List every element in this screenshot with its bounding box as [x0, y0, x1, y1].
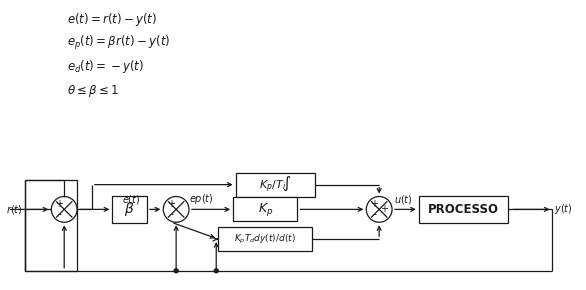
Bar [218, 227, 312, 251]
Bar [233, 197, 298, 221]
Text: PROCESSO: PROCESSO [428, 203, 499, 216]
Text: $\beta$: $\beta$ [124, 200, 135, 218]
Bar [25, 180, 77, 271]
Text: $y(t)$: $y(t)$ [554, 202, 573, 216]
Text: +: + [380, 204, 388, 214]
Text: $e(t) = r(t) - y(t)$: $e(t) = r(t) - y(t)$ [67, 11, 158, 28]
Text: -: - [57, 209, 62, 219]
Text: $\theta \leq \beta \leq 1$: $\theta \leq \beta \leq 1$ [67, 83, 119, 99]
Text: $r(t)$: $r(t)$ [6, 203, 22, 216]
Text: $ep(t)$: $ep(t)$ [189, 192, 214, 206]
Circle shape [174, 269, 178, 273]
Text: $e(t)$: $e(t)$ [122, 193, 140, 206]
Text: +: + [167, 200, 175, 209]
Text: -: - [169, 209, 173, 219]
Text: $K_pT_d dy(t)/d(t)$: $K_pT_d dy(t)/d(t)$ [234, 233, 297, 246]
Text: $K_p$: $K_p$ [258, 201, 273, 218]
Text: $u(t)$: $u(t)$ [394, 193, 413, 206]
Circle shape [163, 197, 189, 222]
Bar [113, 195, 147, 223]
Text: -: - [372, 209, 376, 219]
Bar [419, 195, 508, 223]
Text: $e_p(t) = \beta r(t) - y(t)$: $e_p(t) = \beta r(t) - y(t)$ [67, 34, 171, 52]
Text: +: + [370, 200, 378, 209]
Circle shape [214, 269, 218, 273]
Bar [236, 173, 315, 197]
Text: +: + [55, 200, 63, 209]
Text: $e_d(t) = -y(t)$: $e_d(t) = -y(t)$ [67, 58, 144, 75]
Text: $K_p/T_i\!\int$: $K_p/T_i\!\int$ [258, 175, 292, 194]
Circle shape [52, 197, 77, 222]
Circle shape [366, 197, 392, 222]
